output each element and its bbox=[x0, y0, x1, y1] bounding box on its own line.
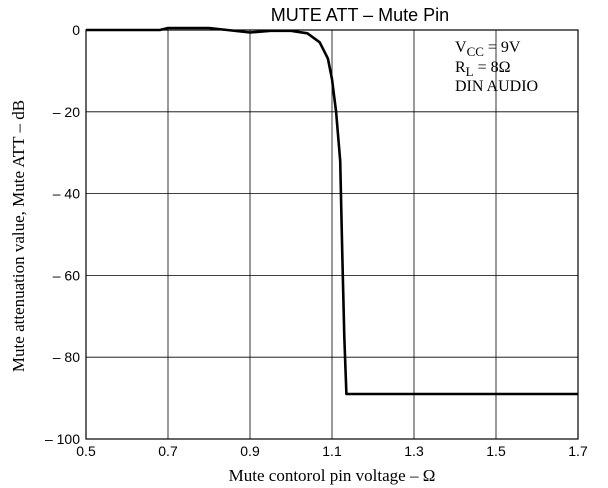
rl-annotation: RL = 8Ω bbox=[455, 59, 511, 79]
plot-frame bbox=[85, 29, 579, 440]
y-axis-label: Mute attenuation value, Mute ATT – dB bbox=[9, 100, 28, 372]
attenuation-curve bbox=[86, 26, 578, 396]
x-tick-labels: 0.5 0.7 0.9 1.1 1.3 1.5 1.7 bbox=[76, 443, 588, 459]
x-axis-label: Mute contorol pin voltage – Ω bbox=[229, 466, 436, 485]
conditions-annotation: VCC = 9V RL = 8Ω DIN AUDIO bbox=[455, 39, 538, 95]
y-tick-labels: 0 – 20 – 40 – 60 – 80 – 100 bbox=[45, 22, 80, 447]
x-tick-label: 0.5 bbox=[76, 443, 96, 459]
x-tick-label: 1.7 bbox=[568, 443, 588, 459]
y-tick-label: 0 bbox=[72, 22, 80, 38]
y-tick-label: – 80 bbox=[53, 349, 80, 365]
x-tick-label: 1.1 bbox=[322, 443, 342, 459]
chart-title: MUTE ATT – Mute Pin bbox=[271, 5, 449, 25]
y-tick-label: – 100 bbox=[45, 431, 80, 447]
y-tick-label: – 60 bbox=[53, 267, 80, 283]
x-tick-label: 0.7 bbox=[158, 443, 178, 459]
x-tick-label: 0.9 bbox=[240, 443, 260, 459]
y-tick-label: – 20 bbox=[53, 104, 80, 120]
din-audio-annotation: DIN AUDIO bbox=[455, 78, 538, 95]
x-tick-label: 1.3 bbox=[404, 443, 424, 459]
y-tick-label: – 40 bbox=[53, 186, 80, 202]
vcc-annotation: VCC = 9V bbox=[455, 39, 521, 59]
x-tick-label: 1.5 bbox=[486, 443, 506, 459]
grid-lines bbox=[86, 30, 578, 439]
